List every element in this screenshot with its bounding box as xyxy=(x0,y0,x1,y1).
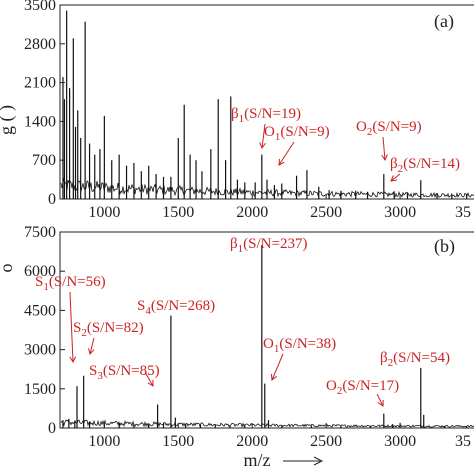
panel-a: (a) g ( ) 0 700 1400 2100 2800 3500 1000 1500 20… xyxy=(0,0,474,221)
panel-a-annotation-1: O1(S/N=9) xyxy=(264,124,330,143)
panel-a-ytick-label-5: 3500 xyxy=(24,0,56,14)
panel-a-xtick-label-4: 3000 xyxy=(384,204,416,221)
panel-b-annotation-4: O1(S/N=38) xyxy=(263,336,336,355)
panel-a-xtick-label-3: 2500 xyxy=(310,204,342,221)
panel-a-letter: (a) xyxy=(434,11,454,32)
panel-b-xtick-label-0: 1000 xyxy=(88,433,120,450)
panel-a-ytick-label-3: 2100 xyxy=(24,75,56,92)
panel-b-annotation-arrow-5 xyxy=(144,371,154,387)
panel-a-xtick-label-1: 1500 xyxy=(162,204,194,221)
panel-b-ytick-label-0: 0 xyxy=(48,420,56,437)
panel-b-ytick-label-3: 4500 xyxy=(24,302,56,319)
panel-b-letter: (b) xyxy=(434,236,455,257)
panel-b-xtick-label-4: 3000 xyxy=(384,433,416,450)
panel-a-annotation-2: O2(S/N=9) xyxy=(356,119,422,138)
panel-b-annotation-0: β1(S/N=237) xyxy=(230,236,307,255)
panel-b-xtick-label-2: 2000 xyxy=(236,433,268,450)
panel-a-annotation-arrowhead-2 xyxy=(381,154,388,162)
panel-b-xtick-label-1: 1500 xyxy=(162,433,194,450)
panel-b-annotation-arrowhead-4 xyxy=(270,373,278,381)
panel-b-annotation-arrow-7 xyxy=(376,393,384,407)
panel-b-annotation-arrow-1 xyxy=(69,291,74,363)
panel-a-annotation-arrow-3 xyxy=(390,173,401,182)
panel-a-annotation-arrowhead-1 xyxy=(278,158,285,166)
panel-b-ytick-label-1: 1500 xyxy=(24,381,56,398)
panel-a-annotation-arrow-1 xyxy=(278,141,295,166)
panel-a-annotation-arrow-2 xyxy=(382,136,386,161)
panel-b-annotation-arrow-4 xyxy=(271,353,284,381)
panel-a-annotation-3: β2(S/N=14) xyxy=(390,156,460,175)
panel-a-ylabel-fragment: g ( ) xyxy=(0,105,17,135)
x-axis-title: m/z xyxy=(244,450,271,470)
panel-b-ytick-label-2: 3000 xyxy=(24,342,56,359)
panel-b-annotation-arrowhead-5 xyxy=(147,379,154,387)
panel-b-annotation-arrowhead-1 xyxy=(69,356,77,364)
panel-a-ytick-label-2: 1400 xyxy=(24,113,56,130)
panel-b-ytick-label-4: 6000 xyxy=(24,263,56,280)
x-axis-title-arrow-head xyxy=(313,456,324,466)
panel-a-ytick-label-4: 2800 xyxy=(24,36,56,53)
panel-a-ytick-label-0: 0 xyxy=(48,191,56,208)
panel-a-annotation-0: β1(S/N=19) xyxy=(231,106,301,125)
panel-b: (b) o m/z 0 1500 3000 4500 6000 7500 1000 1500 2… xyxy=(0,224,474,470)
panel-a-annotation-arrow-0 xyxy=(261,123,266,149)
panel-b-annotation-7: O2(S/N=17) xyxy=(326,378,399,397)
panel-b-annotation-2: S4(S/N=268) xyxy=(137,298,215,317)
panel-b-spectrum-baseline xyxy=(60,419,474,428)
panel-b-annotation-1: S1(S/N=56) xyxy=(35,274,106,293)
panel-b-annotation-6: β2(S/N=54) xyxy=(380,350,450,369)
panel-a-xtick-label-0: 1000 xyxy=(88,204,120,221)
panel-b-ylabel-fragment: o xyxy=(0,264,16,273)
panel-b-ytick-label-5: 7500 xyxy=(24,224,56,241)
panel-a-annotation-arrowhead-3 xyxy=(390,175,398,182)
panel-a-xtick-label-edge: 35 xyxy=(455,204,471,221)
panel-b-annotation-5: S3(S/N=85) xyxy=(89,363,160,382)
panel-b-annotation-3: S2(S/N=82) xyxy=(73,320,144,339)
panel-b-xtick-label-edge: 35 xyxy=(455,433,471,450)
panel-a-frame xyxy=(59,4,474,200)
panel-a-annotation-arrowhead-0 xyxy=(259,142,266,150)
panel-a-ytick-label-1: 700 xyxy=(32,152,56,169)
panel-a-xtick-label-2: 2000 xyxy=(236,204,268,221)
panel-b-annotation-arrow-3 xyxy=(89,337,95,355)
panel-b-annotation-arrowhead-3 xyxy=(88,348,95,356)
panel-b-annotation-arrowhead-7 xyxy=(377,399,384,407)
panel-b-xtick-label-3: 2500 xyxy=(310,433,342,450)
